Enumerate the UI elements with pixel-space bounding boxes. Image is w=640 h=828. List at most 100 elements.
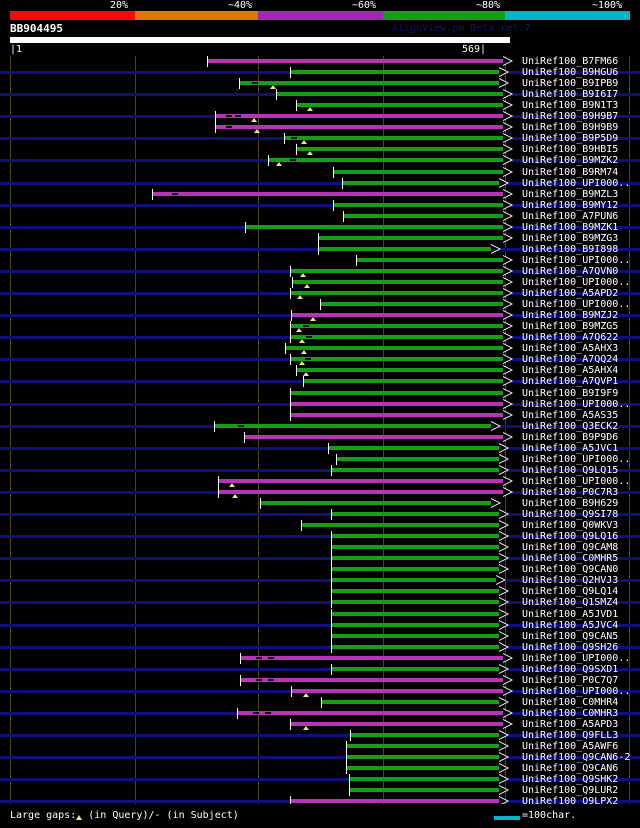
alignment-row[interactable]: UniRef100_A5AHX3 <box>0 343 640 354</box>
alignment-row[interactable]: UniRef100_A5APD3 <box>0 719 640 730</box>
alignment-subject-label[interactable]: UniRef100_Q9LUR2 <box>522 785 619 796</box>
alignment-row[interactable]: UniRef100_UPI000.. <box>0 255 640 266</box>
alignment-row[interactable]: UniRef100_A7PUN6 <box>0 211 640 222</box>
alignment-subject-label[interactable]: UniRef100_B9MY12 <box>522 200 619 211</box>
alignment-row[interactable]: UniRef100_A7Q622 <box>0 332 640 343</box>
alignment-subject-label[interactable]: UniRef100_A5AS35 <box>522 410 619 421</box>
alignment-subject-label[interactable]: UniRef100_Q3ECK2 <box>522 421 619 432</box>
alignment-row[interactable]: UniRef100_B9MZK2 <box>0 155 640 166</box>
alignment-subject-label[interactable]: UniRef100_Q9CAM8 <box>522 542 619 553</box>
alignment-subject-label[interactable]: UniRef100_A7QVP1 <box>522 376 619 387</box>
alignment-subject-label[interactable]: UniRef100_A5JVC1 <box>522 443 619 454</box>
alignment-row[interactable]: UniRef100_A7QVN0 <box>0 266 640 277</box>
alignment-row[interactable]: UniRef100_C0MHR5 <box>0 553 640 564</box>
alignment-subject-label[interactable]: UniRef100_UPI000.. <box>522 653 631 664</box>
alignment-subject-label[interactable]: UniRef100_A5APD3 <box>522 719 619 730</box>
alignment-subject-label[interactable]: UniRef100_B9MZK2 <box>522 155 619 166</box>
alignment-row[interactable]: UniRef100_A5AHX4 <box>0 365 640 376</box>
alignment-subject-label[interactable]: UniRef100_B9H9B9 <box>522 122 619 133</box>
alignment-row[interactable]: UniRef100_A7QQ24 <box>0 354 640 365</box>
alignment-row[interactable]: UniRef100_UPI000.. <box>0 476 640 487</box>
alignment-row[interactable]: UniRef100_B9IPB9 <box>0 78 640 89</box>
alignment-row[interactable]: UniRef100_Q9SHK2 <box>0 774 640 785</box>
alignment-row[interactable]: UniRef100_Q9LQ16 <box>0 531 640 542</box>
alignment-subject-label[interactable]: UniRef100_B9RM74 <box>522 167 619 178</box>
alignment-row[interactable]: UniRef100_Q9LQ15 <box>0 465 640 476</box>
alignment-row[interactable]: UniRef100_Q9FLL3 <box>0 730 640 741</box>
alignment-subject-label[interactable]: UniRef100_C0MHR4 <box>522 697 619 708</box>
alignment-subject-label[interactable]: UniRef100_B9H9B7 <box>522 111 619 122</box>
alignment-subject-label[interactable]: UniRef100_A5AHX4 <box>522 365 619 376</box>
alignment-row[interactable]: UniRef100_B9HGU6 <box>0 67 640 78</box>
alignment-subject-label[interactable]: UniRef100_Q9SXD1 <box>522 664 619 675</box>
alignment-row[interactable]: UniRef100_B9MZG5 <box>0 321 640 332</box>
alignment-row[interactable]: UniRef100_Q2HVJ3 <box>0 575 640 586</box>
alignment-subject-label[interactable]: UniRef100_P0C7R3 <box>522 487 619 498</box>
alignment-row[interactable]: UniRef100_B9I9F9 <box>0 388 640 399</box>
alignment-subject-label[interactable]: UniRef100_B7FM66 <box>522 56 619 67</box>
alignment-row[interactable]: UniRef100_Q0WKV3 <box>0 520 640 531</box>
alignment-row[interactable]: UniRef100_Q1SMZ4 <box>0 597 640 608</box>
alignment-subject-label[interactable]: UniRef100_UPI000.. <box>522 178 631 189</box>
alignment-row[interactable]: UniRef100_UPI000.. <box>0 454 640 465</box>
alignment-subject-label[interactable]: UniRef100_A5APD2 <box>522 288 619 299</box>
alignment-subject-label[interactable]: UniRef100_Q9SI78 <box>522 509 619 520</box>
alignment-row[interactable]: UniRef100_UPI000.. <box>0 686 640 697</box>
alignment-row[interactable]: UniRef100_B9HBI5 <box>0 144 640 155</box>
alignment-row[interactable]: UniRef100_B9H9B9 <box>0 122 640 133</box>
alignment-subject-label[interactable]: UniRef100_A5JVD1 <box>522 609 619 620</box>
alignment-row[interactable]: UniRef100_Q9LUR2 <box>0 785 640 796</box>
alignment-row[interactable]: UniRef100_UPI000.. <box>0 178 640 189</box>
alignment-row[interactable]: UniRef100_A5APD2 <box>0 288 640 299</box>
alignment-row[interactable]: UniRef100_Q9CAN5 <box>0 631 640 642</box>
alignment-subject-label[interactable]: UniRef100_A5JVC4 <box>522 620 619 631</box>
alignment-row[interactable]: UniRef100_Q3ECK2 <box>0 421 640 432</box>
alignment-subject-label[interactable]: UniRef100_UPI000.. <box>522 399 631 410</box>
alignment-row[interactable]: UniRef100_Q9SH26 <box>0 642 640 653</box>
alignment-subject-label[interactable]: UniRef100_Q9SH26 <box>522 642 619 653</box>
alignment-row[interactable]: UniRef100_B9MY12 <box>0 200 640 211</box>
alignment-subject-label[interactable]: UniRef100_Q9CAN5 <box>522 631 619 642</box>
alignment-subject-label[interactable]: UniRef100_B9I6I7 <box>522 89 619 100</box>
alignment-row[interactable]: UniRef100_B9P5D9 <box>0 133 640 144</box>
alignment-subject-label[interactable]: UniRef100_A7QVN0 <box>522 266 619 277</box>
alignment-subject-label[interactable]: UniRef100_B9P5D9 <box>522 133 619 144</box>
alignment-subject-label[interactable]: UniRef100_A7QQ24 <box>522 354 619 365</box>
alignment-row[interactable]: UniRef100_B9MZJ2 <box>0 310 640 321</box>
alignment-subject-label[interactable]: UniRef100_Q9CAN0 <box>522 564 619 575</box>
alignment-row[interactable]: UniRef100_A7QVP1 <box>0 376 640 387</box>
alignment-subject-label[interactable]: UniRef100_B9N1T3 <box>522 100 619 111</box>
alignment-row[interactable]: UniRef100_B9I6I7 <box>0 89 640 100</box>
alignment-row[interactable]: UniRef100_P0C7Q7 <box>0 675 640 686</box>
alignment-subject-label[interactable]: UniRef100_A7PUN6 <box>522 211 619 222</box>
alignment-row[interactable]: UniRef100_B9MZK1 <box>0 222 640 233</box>
alignment-row[interactable]: UniRef100_B9MZL3 <box>0 189 640 200</box>
alignment-row[interactable]: UniRef100_B9H9B7 <box>0 111 640 122</box>
alignment-subject-label[interactable]: UniRef100_Q9LQ15 <box>522 465 619 476</box>
alignment-subject-label[interactable]: UniRef100_A5AWF6 <box>522 741 619 752</box>
alignment-subject-label[interactable]: UniRef100_B9MZJ2 <box>522 310 619 321</box>
alignment-subject-label[interactable]: UniRef100_Q9CAN6-2 <box>522 752 631 763</box>
alignment-row[interactable]: UniRef100_Q9LPX2 <box>0 796 640 804</box>
alignment-row[interactable]: UniRef100_UPI000.. <box>0 399 640 410</box>
alignment-row[interactable]: UniRef100_A5AS35 <box>0 410 640 421</box>
alignment-subject-label[interactable]: UniRef100_B9HGU6 <box>522 67 619 78</box>
alignment-row[interactable]: UniRef100_B9I898 <box>0 244 640 255</box>
alignment-subject-label[interactable]: UniRef100_Q1SMZ4 <box>522 597 619 608</box>
alignment-row[interactable]: UniRef100_A5JVC1 <box>0 443 640 454</box>
alignment-subject-label[interactable]: UniRef100_UPI000.. <box>522 454 631 465</box>
alignment-row[interactable]: UniRef100_B9P9D6 <box>0 432 640 443</box>
alignment-row[interactable]: UniRef100_A5AWF6 <box>0 741 640 752</box>
alignment-subject-label[interactable]: UniRef100_Q9LQ14 <box>522 586 619 597</box>
alignment-subject-label[interactable]: UniRef100_P0C7Q7 <box>522 675 619 686</box>
alignment-row[interactable]: UniRef100_B7FM66 <box>0 56 640 67</box>
alignment-row[interactable]: UniRef100_B9MZG3 <box>0 233 640 244</box>
alignment-subject-label[interactable]: UniRef100_UPI000.. <box>522 476 631 487</box>
alignment-row[interactable]: UniRef100_Q9LQ14 <box>0 586 640 597</box>
alignment-subject-label[interactable]: UniRef100_B9HBI5 <box>522 144 619 155</box>
alignment-row[interactable]: UniRef100_B9RM74 <box>0 167 640 178</box>
alignment-subject-label[interactable]: UniRef100_Q9LQ16 <box>522 531 619 542</box>
alignment-row[interactable]: UniRef100_Q9SXD1 <box>0 664 640 675</box>
alignment-row[interactable]: UniRef100_B9N1T3 <box>0 100 640 111</box>
alignment-row[interactable]: UniRef100_C0MHR3 <box>0 708 640 719</box>
